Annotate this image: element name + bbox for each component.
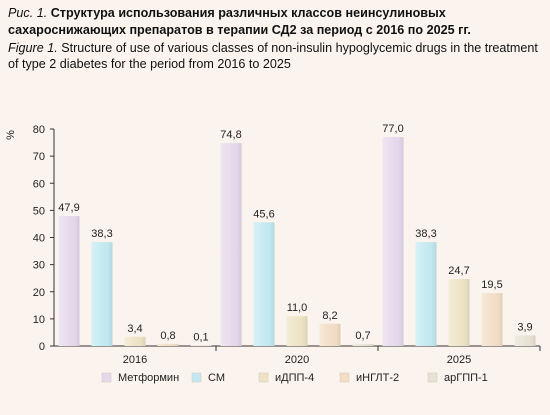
bar-shade — [124, 336, 146, 346]
bar-shade — [220, 143, 242, 346]
bar-shade — [514, 335, 536, 346]
legend-label: арГПП-1 — [444, 372, 488, 384]
bar-shade — [448, 279, 470, 346]
y-tick-label: 40 — [33, 233, 45, 245]
y-tick-label: 10 — [33, 314, 45, 326]
chart-value-labels: 47,9 38,3 3,4 0,8 0,1 74,8 45,6 11,0 8,2 0,7 77,0 3… — [58, 123, 532, 343]
caption-ru: Рис. 1. Структура использования различны… — [8, 5, 546, 39]
bar-value-label: 0,1 — [193, 331, 208, 343]
caption-ru-label: Рис. 1. — [8, 6, 48, 20]
chart-legend: Метформин СМ иДПП-4 иНГЛТ-2 арГПП-1 — [101, 372, 488, 384]
legend-label: иНГЛТ-2 — [356, 372, 399, 384]
y-tick-label: 0 — [39, 341, 45, 353]
y-tick-label: 20 — [33, 287, 45, 299]
legend-swatch — [101, 372, 112, 383]
y-tick-label: 70 — [33, 151, 45, 163]
bar-value-label: 38,3 — [91, 228, 112, 240]
bar-shade — [190, 345, 212, 346]
bar-shade — [382, 137, 404, 346]
y-tick-label: 60 — [33, 178, 45, 190]
bar-value-label: 19,5 — [481, 279, 502, 291]
bar-value-label: 74,8 — [220, 129, 241, 141]
bar-shade — [157, 343, 179, 346]
legend-label: СМ — [208, 372, 225, 384]
y-tick-label: 50 — [33, 205, 45, 217]
bar-shade — [91, 242, 113, 346]
chart-bars — [58, 137, 536, 346]
x-tick-label: 2016 — [123, 354, 147, 366]
bar-shade — [319, 323, 341, 346]
caption-en: Figure 1. Structure of use of various cl… — [8, 40, 546, 72]
bar-shade — [286, 316, 308, 346]
legend-swatch — [339, 372, 350, 383]
legend-label: Метформин — [118, 372, 179, 384]
caption-ru-text: Структура использования различных классо… — [8, 6, 471, 37]
bar-value-label: 3,9 — [517, 321, 532, 333]
bar-shade — [481, 293, 503, 346]
legend-label: иДПП-4 — [275, 372, 314, 384]
bar-value-label: 24,7 — [448, 265, 469, 277]
bar-shade — [352, 344, 374, 346]
figure-caption: Рис. 1. Структура использования различны… — [8, 5, 546, 72]
bar-value-label: 38,3 — [415, 228, 436, 240]
bar-value-label: 0,7 — [355, 330, 370, 342]
x-tick-label: 2025 — [447, 354, 471, 366]
legend-swatch — [191, 372, 202, 383]
bar-value-label: 8,2 — [322, 310, 337, 322]
caption-en-text: Structure of use of various classes of n… — [8, 41, 538, 71]
y-tick-label: 30 — [33, 260, 45, 272]
bar-value-label: 45,6 — [253, 208, 274, 220]
bar-shade — [58, 216, 80, 346]
caption-en-label: Figure 1. — [8, 41, 58, 55]
bar-value-label: 3,4 — [127, 323, 142, 335]
bar-shade — [415, 242, 437, 346]
bar-value-label: 11,0 — [287, 302, 308, 314]
bar-value-label: 0,8 — [160, 330, 175, 342]
y-axis-label: % — [5, 130, 17, 140]
bar-value-label: 77,0 — [382, 123, 403, 135]
bar-shade — [253, 222, 275, 346]
bar-value-label: 47,9 — [58, 202, 79, 214]
y-tick-label: 80 — [33, 124, 45, 136]
legend-swatch — [258, 372, 269, 383]
x-tick-label: 2020 — [285, 354, 309, 366]
legend-swatch — [427, 372, 438, 383]
